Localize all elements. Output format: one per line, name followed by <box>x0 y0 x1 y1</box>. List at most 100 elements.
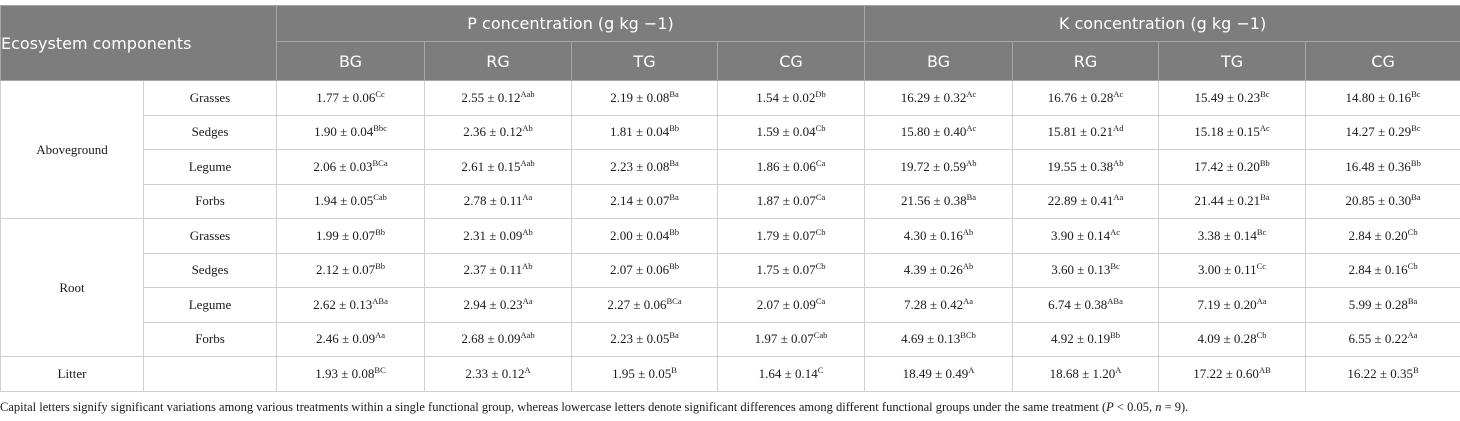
mean-se-value: 18.68 ± 1.20 <box>1049 365 1116 381</box>
significance-letters: Ac <box>966 123 977 134</box>
group-label: Aboveground <box>0 80 144 219</box>
k-value-cell: 4.30 ± 0.16Ab <box>864 218 1014 254</box>
mean-se-value: 15.80 ± 0.40 <box>900 124 967 140</box>
significance-letters: Cc <box>1256 261 1267 272</box>
header-p-tg: TG <box>571 41 719 81</box>
mean-se-value: 4.30 ± 0.16 <box>903 227 963 243</box>
k-value-cell: 21.56 ± 0.38Ba <box>864 183 1014 219</box>
table-body: Aboveground Grasses 1.77 ± 0.06Cc 2.55 ± 0.… <box>0 80 1460 392</box>
mean-se-value: 2.78 ± 0.11 <box>463 193 523 209</box>
footnote-text: Capital letters signify significant vari… <box>0 400 1107 414</box>
significance-letters: Bc <box>1256 226 1267 237</box>
table-row: Aboveground Grasses 1.77 ± 0.06Cc 2.55 ± 0.… <box>0 80 1460 219</box>
significance-letters: Ad <box>1113 123 1124 134</box>
significance-letters: Bb <box>1410 157 1421 168</box>
significance-letters: Ab <box>1113 157 1124 168</box>
p-value-cell: 2.07 ± 0.06Bb <box>571 252 719 288</box>
k-value-cell: 20.85 ± 0.30Ba <box>1305 183 1460 219</box>
significance-letters: Ab <box>522 226 533 237</box>
significance-letters: Cb <box>1256 330 1267 341</box>
header-k-bg: BG <box>864 41 1014 81</box>
significance-letters: Ca <box>815 295 826 306</box>
significance-letters: Aa <box>1256 295 1267 306</box>
p-value-cell: 2.78 ± 0.11Aa <box>424 183 573 219</box>
p-value-cell: 2.36 ± 0.12Ab <box>424 114 573 150</box>
significance-letters: Bb <box>1259 157 1270 168</box>
mean-se-value: 2.46 ± 0.09 <box>315 331 376 347</box>
k-value-cell: 16.76 ± 0.28Ac <box>1012 80 1160 116</box>
p-value-cell: 1.75 ± 0.07Cb <box>717 252 866 288</box>
mean-se-value: 1.79 ± 0.07 <box>756 227 816 243</box>
mean-se-value: 1.59 ± 0.04 <box>756 124 816 140</box>
mean-se-value: 3.38 ± 0.14 <box>1197 227 1257 243</box>
mean-se-value: 5.99 ± 0.28 <box>1348 296 1408 312</box>
table-row: Forbs 2.46 ± 0.09Aa 2.68 ± 0.09Aab 2.23 ± 0… <box>1 321 1460 357</box>
mean-se-value: 2.07 ± 0.09 <box>756 296 816 312</box>
significance-letters: Aab <box>520 88 535 99</box>
significance-letters: A <box>1115 364 1122 375</box>
mean-se-value: 2.84 ± 0.16 <box>1348 262 1408 278</box>
mean-se-value: 16.29 ± 0.32 <box>900 89 967 105</box>
header-p-concentration: P concentration (g kg −1) <box>276 5 866 42</box>
mean-se-value: 21.44 ± 0.21 <box>1194 193 1261 209</box>
significance-letters: Ba <box>669 157 679 168</box>
significance-letters: Aab <box>520 330 535 341</box>
significance-letters: Cb <box>1407 226 1418 237</box>
significance-letters: Aa <box>1407 330 1418 341</box>
mean-se-value: 16.22 ± 0.35 <box>1347 365 1414 381</box>
mean-se-value: 19.72 ± 0.59 <box>900 158 967 174</box>
k-value-cell: 19.55 ± 0.38Ab <box>1012 149 1160 185</box>
k-value-cell: 3.00 ± 0.11Cc <box>1158 252 1307 288</box>
header-ecosystem-components: Ecosystem components <box>0 5 278 81</box>
subgroup-label: Sedges <box>142 114 278 150</box>
mean-se-value: 2.23 ± 0.08 <box>610 158 670 174</box>
table-row: Root Grasses 1.99 ± 0.07Bb 2.31 ± 0.09Ab 2.0… <box>0 218 1460 357</box>
mean-se-value: 2.37 ± 0.11 <box>463 262 523 278</box>
mean-se-value: 1.77 ± 0.06 <box>316 89 376 105</box>
table-footnote: Capital letters signify significant vari… <box>0 400 1188 415</box>
k-value-cell: 15.49 ± 0.23Bc <box>1158 80 1307 116</box>
mean-se-value: 2.68 ± 0.09 <box>461 331 521 347</box>
p-value-cell: 1.54 ± 0.02Db <box>717 80 866 116</box>
mean-se-value: 19.55 ± 0.38 <box>1047 158 1114 174</box>
significance-letters: Aa <box>375 330 386 341</box>
significance-letters: BCb <box>960 330 976 341</box>
significance-letters: Bb <box>375 226 386 237</box>
significance-letters: Ba <box>669 88 679 99</box>
mean-se-value: 4.69 ± 0.13 <box>901 331 961 347</box>
mean-se-value: 2.84 ± 0.20 <box>1348 227 1408 243</box>
mean-se-value: 4.09 ± 0.28 <box>1197 331 1257 347</box>
p-value-cell: 2.23 ± 0.05Ba <box>571 321 719 357</box>
significance-letters: ABa <box>1107 295 1123 306</box>
p-value-cell: 1.94 ± 0.05Cab <box>276 183 426 219</box>
mean-se-value: 1.93 ± 0.08 <box>315 365 375 381</box>
significance-letters: B <box>1413 364 1419 375</box>
k-value-cell: 5.99 ± 0.28Ba <box>1305 287 1460 323</box>
k-value-cell: 4.92 ± 0.19Bb <box>1012 321 1160 357</box>
p-value-cell: 2.12 ± 0.07Bb <box>276 252 426 288</box>
significance-letters: A <box>524 364 531 375</box>
significance-letters: Db <box>815 88 826 99</box>
mean-se-value: 4.39 ± 0.26 <box>903 262 963 278</box>
mean-se-value: 1.94 ± 0.05 <box>314 193 374 209</box>
k-value-cell: 14.27 ± 0.29Bc <box>1305 114 1460 150</box>
table-row: Legume 2.62 ± 0.13ABa 2.94 ± 0.23Aa 2.27 ± … <box>1 287 1460 323</box>
k-value-cell: 6.55 ± 0.22Aa <box>1305 321 1460 357</box>
mean-se-value: 1.64 ± 0.14 <box>758 365 818 381</box>
significance-letters: Bb <box>669 261 680 272</box>
significance-letters: Ca <box>815 157 826 168</box>
significance-letters: Cab <box>813 330 828 341</box>
k-value-cell: 17.42 ± 0.20Bb <box>1158 149 1307 185</box>
significance-letters: Cb <box>815 123 826 134</box>
significance-letters: Bb <box>669 226 680 237</box>
mean-se-value: 1.86 ± 0.06 <box>756 158 816 174</box>
k-value-cell: 14.80 ± 0.16Bc <box>1305 80 1460 116</box>
table-row: Sedges 1.90 ± 0.04Bbc 2.36 ± 0.12Ab 1.81 ± … <box>1 114 1460 150</box>
subgroup-label: Legume <box>142 287 278 323</box>
p-value-cell: 2.37 ± 0.11Ab <box>424 252 573 288</box>
p-value-cell: 1.64 ± 0.14C <box>717 356 866 392</box>
significance-letters: Bc <box>1260 88 1270 99</box>
k-value-cell: 15.80 ± 0.40Ac <box>864 114 1014 150</box>
data-table: Ecosystem components P concentration (g … <box>0 5 1460 392</box>
mean-se-value: 17.42 ± 0.20 <box>1194 158 1260 174</box>
